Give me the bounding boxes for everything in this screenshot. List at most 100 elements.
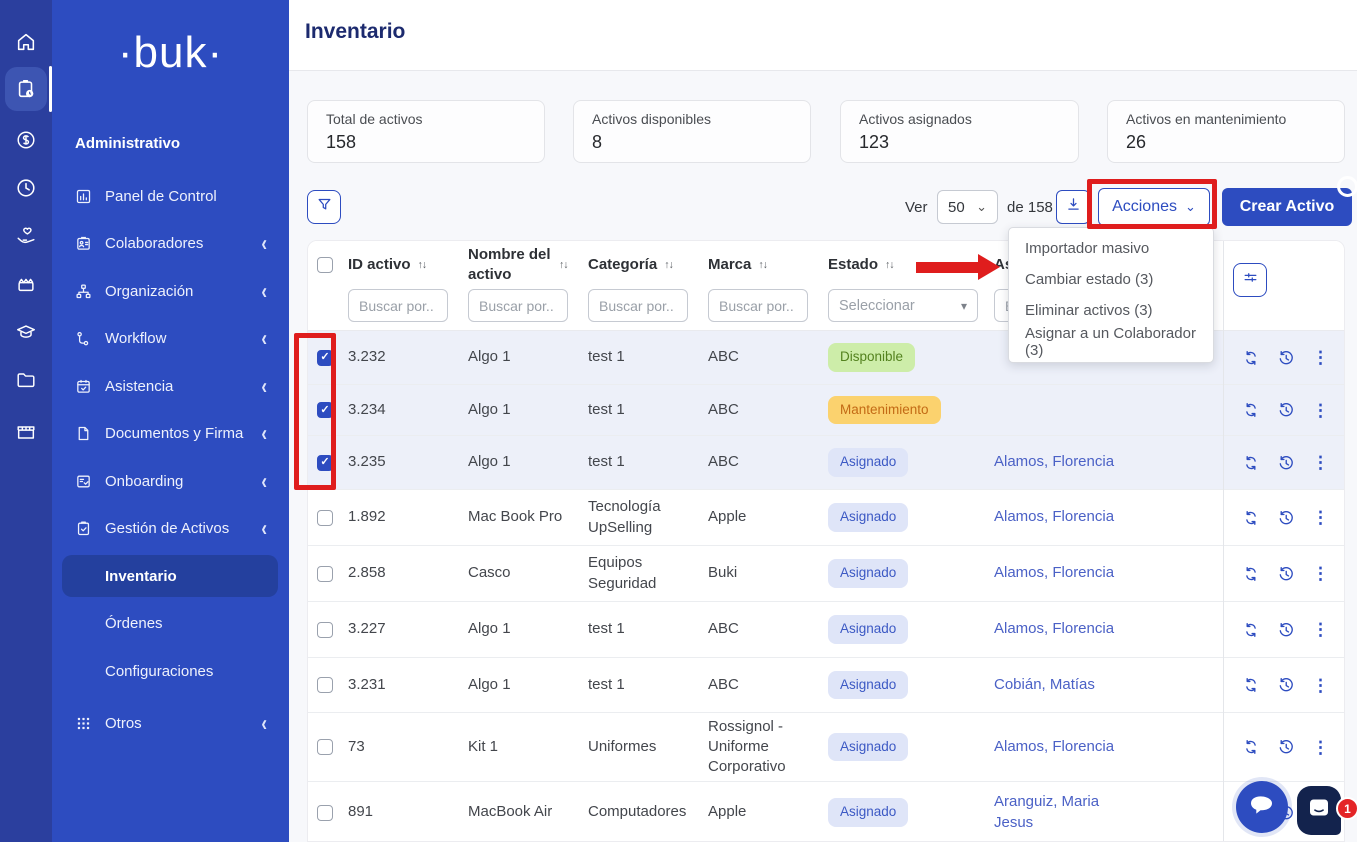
chat-launcher-button[interactable] — [1236, 781, 1288, 833]
sidebar-subitem-ordenes[interactable]: Órdenes — [52, 600, 289, 647]
change-status-button[interactable] — [1242, 454, 1260, 472]
cell-category: test 1 — [588, 675, 625, 693]
search-input-marca[interactable] — [708, 289, 808, 322]
column-settings-button[interactable] — [1233, 263, 1267, 297]
sidebar-subitem-configuraciones[interactable]: Configuraciones — [52, 648, 289, 695]
history-button[interactable] — [1277, 454, 1295, 472]
assignee-link[interactable]: Alamos, Florencia — [994, 453, 1115, 471]
sidebar-item-documentos-y-firma[interactable]: Documentos y Firma ‹ — [52, 410, 289, 457]
acciones-button[interactable]: Acciones ⌄ — [1098, 188, 1210, 226]
download-button[interactable] — [1056, 190, 1090, 224]
rail-item-marketplace[interactable] — [0, 410, 52, 454]
history-button[interactable] — [1277, 738, 1295, 756]
sidebar-item-colaboradores[interactable]: Colaboradores ‹ — [52, 220, 289, 267]
assignee-link[interactable]: Aranguiz, Maria Jesus — [994, 793, 1100, 831]
history-button[interactable] — [1277, 401, 1295, 419]
search-input-id[interactable] — [348, 289, 448, 322]
sidebar-item-workflow[interactable]: Workflow ‹ — [52, 315, 289, 362]
acciones-label: Acciones — [1112, 198, 1177, 215]
sidebar-item-organizacion[interactable]: Organización ‹ — [52, 268, 289, 315]
rail-item-benefits[interactable] — [0, 214, 52, 258]
cell-id: 3.227 — [348, 620, 386, 638]
messenger-launcher-button[interactable] — [1297, 786, 1341, 835]
dashboard-icon — [75, 188, 93, 205]
sidebar-item-otros[interactable]: Otros ‹ — [52, 700, 289, 747]
row-menu-button[interactable]: ⋮ — [1312, 564, 1329, 583]
table-row[interactable]: ✓ 3.235 Algo 1 test 1 ABC Asignado Alamo… — [308, 436, 1344, 490]
rail-item-payroll[interactable] — [0, 118, 52, 162]
row-checkbox[interactable]: ✓ — [317, 677, 333, 693]
table-row[interactable]: ✓ 3.227 Algo 1 test 1 ABC Asignado Alamo… — [308, 602, 1344, 658]
sidebar-item-gestion-de-activos[interactable]: Gestión de Activos ‹ — [52, 505, 289, 552]
row-menu-button[interactable]: ⋮ — [1312, 348, 1329, 367]
crear-activo-button[interactable]: Crear Activo — [1222, 188, 1352, 226]
column-header-id[interactable]: ID activo ↑↓ — [348, 241, 460, 289]
status-badge: Asignado — [828, 503, 909, 532]
ver-label: Ver — [905, 199, 928, 216]
table-row[interactable]: ✓ 73 Kit 1 Uniformes Rossignol - Uniform… — [308, 713, 1344, 782]
table-row[interactable]: ✓ 1.892 Mac Book Pro Tecnología UpSellin… — [308, 490, 1344, 546]
change-status-button[interactable] — [1242, 738, 1260, 756]
row-menu-button[interactable]: ⋮ — [1312, 508, 1329, 527]
history-button[interactable] — [1277, 676, 1295, 694]
row-checkbox[interactable]: ✓ — [317, 565, 333, 582]
row-checkbox[interactable]: ✓ — [317, 349, 333, 366]
assignee-link[interactable]: Alamos, Florencia — [994, 508, 1115, 526]
table-row[interactable]: ✓ 3.231 Algo 1 test 1 ABC Asignado Cobiá… — [308, 658, 1344, 713]
sidebar-subitem-label: Inventario — [105, 567, 177, 585]
sidebar-subitem-inventario[interactable]: Inventario — [62, 555, 278, 597]
row-checkbox[interactable]: ✓ — [317, 402, 333, 418]
change-status-button[interactable] — [1242, 621, 1260, 639]
rail-item-assets[interactable] — [5, 67, 47, 111]
filter-button[interactable] — [307, 190, 341, 224]
row-menu-button[interactable]: ⋮ — [1312, 453, 1329, 472]
search-input-nombre[interactable] — [468, 289, 568, 322]
assignee-link[interactable]: Cobián, Matías — [994, 675, 1095, 693]
estado-filter-select[interactable]: Seleccionar ▾ — [828, 289, 978, 322]
row-checkbox[interactable]: ✓ — [317, 621, 333, 638]
menu-item-eliminar-activos[interactable]: Eliminar activos (3) — [1025, 302, 1153, 319]
column-header-estado[interactable]: Estado ↑↓ — [828, 241, 978, 289]
history-button[interactable] — [1277, 565, 1295, 583]
search-input-categoria[interactable] — [588, 289, 688, 322]
assignee-link[interactable]: Alamos, Florencia — [994, 737, 1115, 755]
column-header-categoria[interactable]: Categoría ↑↓ — [588, 241, 700, 289]
menu-item-importador-masivo[interactable]: Importador masivo — [1025, 240, 1150, 257]
change-status-button[interactable] — [1242, 565, 1260, 583]
rail-item-celebrations[interactable] — [0, 262, 52, 306]
row-menu-button[interactable]: ⋮ — [1312, 620, 1329, 639]
sidebar-item-panel-de-control[interactable]: Panel de Control — [52, 173, 289, 220]
row-checkbox[interactable]: ✓ — [317, 509, 333, 526]
change-status-button[interactable] — [1242, 509, 1260, 527]
history-button[interactable] — [1277, 621, 1295, 639]
history-button[interactable] — [1277, 509, 1295, 527]
table-row[interactable]: ✓ 891 MacBook Air Computadores Apple Asi… — [308, 782, 1344, 841]
assignee-link[interactable]: Alamos, Florencia — [994, 620, 1115, 638]
menu-item-asignar-colaborador[interactable]: Asignar a un Colaborador (3) — [1025, 324, 1196, 359]
cell-brand: ABC — [708, 675, 739, 693]
sidebar-item-asistencia[interactable]: Asistencia ‹ — [52, 363, 289, 410]
rail-item-training[interactable] — [0, 310, 52, 354]
column-header-nombre[interactable]: Nombre del activo ↑↓ — [468, 241, 580, 289]
row-menu-button[interactable]: ⋮ — [1312, 400, 1329, 420]
row-checkbox[interactable]: ✓ — [317, 454, 333, 471]
table-row[interactable]: ✓ 3.234 Algo 1 test 1 ABC Mantenimiento … — [308, 385, 1344, 436]
row-checkbox[interactable]: ✓ — [317, 804, 333, 821]
change-status-button[interactable] — [1242, 349, 1260, 367]
rail-item-home[interactable] — [0, 20, 52, 64]
assignee-link[interactable]: Alamos, Florencia — [994, 564, 1115, 582]
select-all-checkbox[interactable]: ✓ — [317, 257, 333, 273]
change-status-button[interactable] — [1242, 676, 1260, 694]
column-header-marca[interactable]: Marca ↑↓ — [708, 241, 820, 289]
menu-item-cambiar-estado[interactable]: Cambiar estado (3) — [1025, 271, 1154, 288]
page-size-select[interactable]: 50 ⌄ — [937, 190, 998, 224]
row-checkbox[interactable]: ✓ — [317, 739, 333, 755]
rail-item-time[interactable] — [0, 166, 52, 210]
rail-item-files[interactable] — [0, 358, 52, 402]
sidebar-item-onboarding[interactable]: Onboarding ‹ — [52, 458, 289, 505]
row-menu-button[interactable]: ⋮ — [1312, 675, 1329, 695]
change-status-button[interactable] — [1242, 401, 1260, 419]
row-menu-button[interactable]: ⋮ — [1312, 737, 1329, 757]
table-row[interactable]: ✓ 2.858 Casco Equipos Seguridad Buki Asi… — [308, 546, 1344, 602]
history-button[interactable] — [1277, 349, 1295, 367]
